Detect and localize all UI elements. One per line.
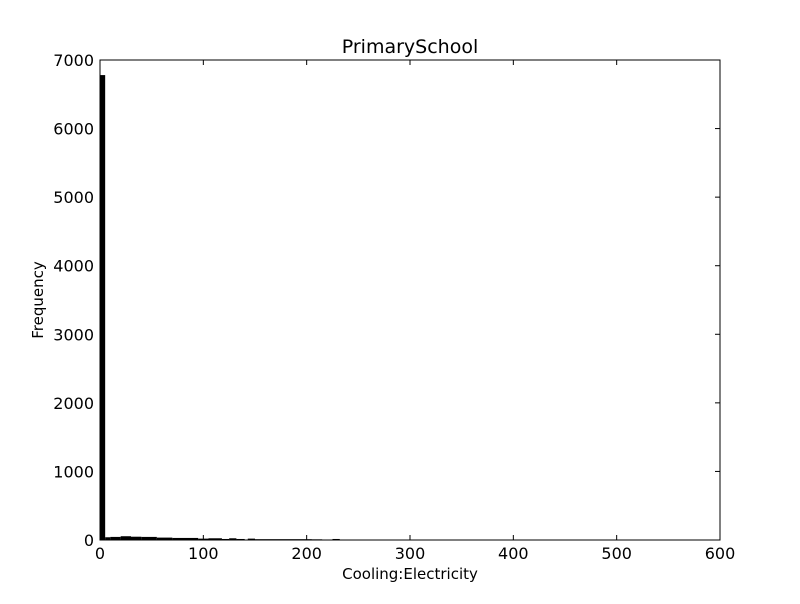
x-axis-label: Cooling:Electricity bbox=[342, 565, 478, 583]
x-tick-label: 0 bbox=[95, 544, 105, 563]
y-tick-label: 1000 bbox=[53, 462, 94, 481]
histogram-bar bbox=[100, 75, 106, 540]
histogram-bar bbox=[120, 536, 131, 540]
y-tick-label: 2000 bbox=[53, 394, 94, 413]
histogram-bar bbox=[156, 537, 173, 540]
histogram-bar bbox=[172, 537, 199, 540]
chart-title: PrimarySchool bbox=[342, 36, 479, 58]
x-tick-label: 600 bbox=[705, 544, 736, 563]
histogram-bar bbox=[105, 537, 111, 540]
histogram-bar bbox=[247, 538, 255, 540]
y-tick-label: 0 bbox=[84, 531, 94, 550]
y-tick-label: 7000 bbox=[53, 51, 94, 70]
x-tick-label: 200 bbox=[291, 544, 322, 563]
x-tick-label: 500 bbox=[601, 544, 632, 563]
y-tick-label: 6000 bbox=[53, 120, 94, 139]
histogram-bar bbox=[332, 538, 340, 540]
histogram-bar bbox=[229, 538, 237, 540]
y-axis-label: Frequency bbox=[29, 261, 47, 339]
y-tick-label: 5000 bbox=[53, 188, 94, 207]
histogram-bar bbox=[208, 538, 222, 540]
bars-layer bbox=[100, 75, 664, 541]
x-tick-label: 100 bbox=[188, 544, 219, 563]
histogram-bar bbox=[221, 538, 230, 540]
x-tick-label: 400 bbox=[498, 544, 529, 563]
histogram-bar bbox=[110, 536, 121, 540]
histogram-bar bbox=[236, 538, 245, 540]
ticks-layer: 0 100 200 300 400 500 600010002000300040005000… bbox=[53, 51, 735, 563]
y-tick-label: 4000 bbox=[53, 257, 94, 276]
y-tick-label: 3000 bbox=[53, 325, 94, 344]
plot-frame bbox=[99, 59, 721, 541]
histogram-bar bbox=[141, 536, 157, 540]
x-tick-label: 300 bbox=[395, 544, 426, 563]
histogram-bar bbox=[131, 536, 142, 540]
